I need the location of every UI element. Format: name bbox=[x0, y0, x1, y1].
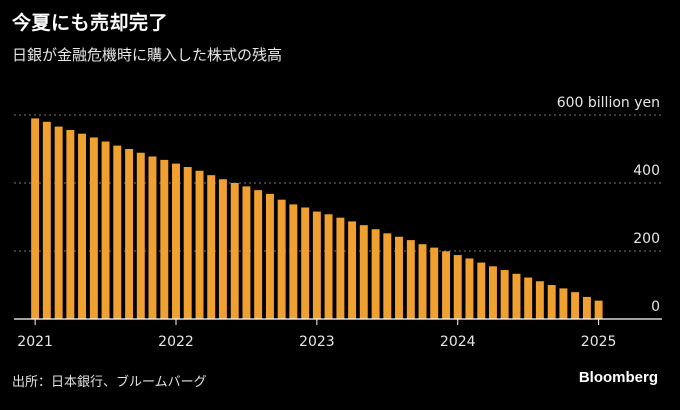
source-note: 出所：日本銀行、ブルームバーグ bbox=[12, 375, 207, 390]
chart-subtitle: 日銀が金融危機時に購入した株式の残高 bbox=[12, 46, 283, 64]
bar bbox=[453, 255, 462, 319]
bar bbox=[78, 133, 87, 319]
bar bbox=[430, 247, 439, 319]
bar bbox=[488, 266, 497, 319]
bar bbox=[395, 236, 403, 319]
bar bbox=[265, 193, 274, 319]
bar bbox=[582, 296, 591, 319]
bar bbox=[465, 258, 474, 319]
bar bbox=[594, 300, 603, 319]
bar bbox=[31, 118, 40, 320]
bar bbox=[336, 217, 345, 319]
y-tick-label: 400 bbox=[633, 163, 660, 179]
bar bbox=[383, 233, 392, 319]
bar bbox=[535, 281, 544, 319]
bar bbox=[571, 292, 580, 319]
bar bbox=[312, 211, 321, 319]
bar bbox=[359, 225, 368, 319]
bar bbox=[371, 229, 380, 319]
bar bbox=[559, 288, 568, 319]
bar bbox=[500, 270, 509, 319]
bar bbox=[42, 121, 51, 319]
bar bbox=[195, 170, 204, 319]
bar bbox=[230, 183, 239, 319]
bar bbox=[524, 277, 533, 319]
bar bbox=[136, 152, 145, 319]
bar bbox=[125, 149, 134, 319]
bar bbox=[207, 175, 216, 319]
bar bbox=[289, 204, 298, 319]
bar bbox=[183, 167, 192, 319]
x-tick-label: 2023 bbox=[299, 334, 335, 350]
bar bbox=[113, 145, 122, 319]
bar bbox=[54, 126, 63, 319]
bloomberg-logo: Bloomberg bbox=[578, 369, 658, 386]
bar bbox=[406, 240, 415, 319]
bar bbox=[277, 199, 286, 319]
bar bbox=[442, 251, 451, 319]
bar bbox=[418, 244, 427, 319]
bar bbox=[89, 137, 98, 319]
bar bbox=[477, 262, 486, 319]
bar bbox=[348, 221, 357, 319]
bar bbox=[301, 207, 310, 319]
bar bbox=[148, 156, 157, 319]
x-tick-label: 2024 bbox=[440, 334, 476, 350]
x-tick-label: 2021 bbox=[17, 334, 53, 350]
bar bbox=[242, 186, 251, 319]
bar bbox=[512, 273, 521, 319]
y-tick-label: 200 bbox=[633, 231, 660, 247]
bar bbox=[324, 214, 333, 319]
x-tick-label: 2025 bbox=[581, 334, 617, 350]
bar bbox=[254, 190, 263, 319]
y-tick-label: 0 bbox=[651, 299, 660, 315]
bar bbox=[172, 163, 180, 319]
bar bbox=[547, 285, 556, 319]
x-tick-label: 2022 bbox=[158, 334, 194, 350]
chart-title: 今夏にも売却完了 bbox=[12, 12, 169, 34]
bar bbox=[218, 179, 227, 319]
bar bbox=[66, 129, 75, 319]
bar bbox=[160, 159, 169, 319]
bar bbox=[101, 141, 110, 319]
y-tick-label: 600 billion yen bbox=[557, 95, 660, 111]
